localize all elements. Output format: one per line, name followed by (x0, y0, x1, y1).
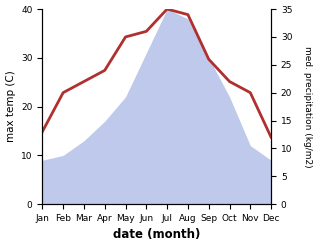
Y-axis label: max temp (C): max temp (C) (5, 71, 16, 143)
Y-axis label: med. precipitation (kg/m2): med. precipitation (kg/m2) (303, 46, 313, 167)
X-axis label: date (month): date (month) (113, 228, 200, 242)
